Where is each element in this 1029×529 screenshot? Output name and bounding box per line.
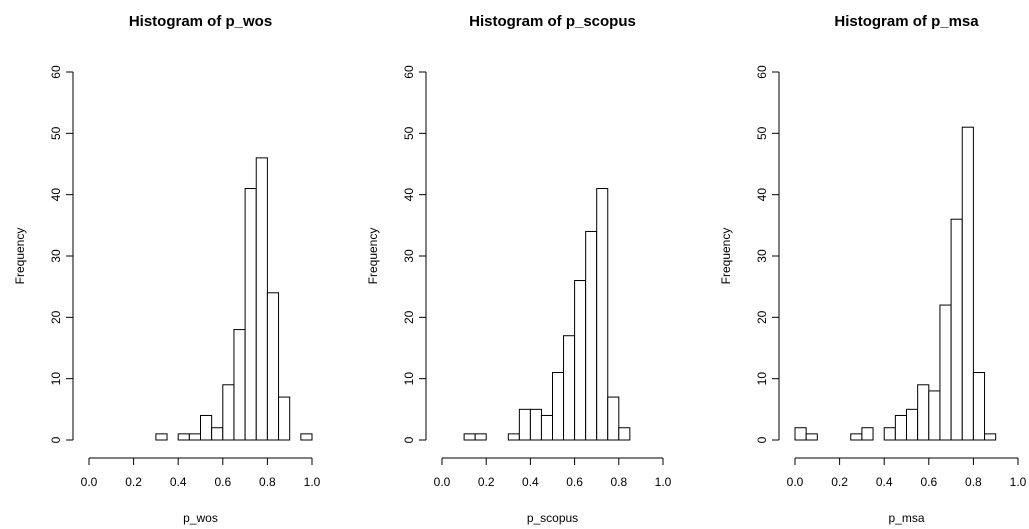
- histogram-bar: [563, 335, 576, 441]
- chart-title: Histogram of p_msa: [834, 13, 979, 30]
- histogram-bar: [596, 188, 609, 441]
- histogram-bar: [805, 433, 818, 441]
- histogram-bar: [474, 433, 487, 441]
- x-tick-label: 0.2: [831, 475, 848, 489]
- histogram-bar: [585, 230, 598, 441]
- histogram-bar: [507, 433, 520, 441]
- x-tick-label: 0.6: [920, 475, 937, 489]
- histogram-bar: [850, 433, 863, 441]
- x-tick-label: 0.8: [965, 475, 982, 489]
- histogram-bar: [861, 427, 874, 441]
- x-tick-label: 1.0: [304, 475, 321, 489]
- histogram-bar: [518, 408, 531, 441]
- x-tick-label: 0.2: [125, 475, 142, 489]
- histogram-bar: [950, 218, 963, 441]
- x-tick-label: 1.0: [1010, 475, 1027, 489]
- histogram-bar: [233, 329, 246, 441]
- x-axis-label: p_scopus: [527, 511, 578, 525]
- y-tick-label: 40: [49, 188, 63, 202]
- histogram-bar: [961, 126, 974, 441]
- y-tick-label: 50: [402, 126, 416, 140]
- y-tick-label: 0: [755, 436, 769, 443]
- y-tick-label: 40: [755, 188, 769, 202]
- y-tick-label: 60: [402, 65, 416, 79]
- histogram-bar: [906, 408, 919, 441]
- histogram-bar: [255, 157, 268, 441]
- histogram-bar: [540, 414, 554, 441]
- histogram-bar: [794, 427, 807, 441]
- histogram-bar: [300, 433, 313, 441]
- x-tick-label: 0.0: [787, 475, 804, 489]
- y-tick-label: 30: [49, 249, 63, 263]
- histogram-bar: [211, 427, 224, 441]
- y-axis-label: Frequency: [719, 228, 733, 285]
- y-tick-label: 50: [49, 126, 63, 140]
- histogram-bar: [883, 427, 896, 441]
- x-tick-label: 0.2: [478, 475, 495, 489]
- x-tick-label: 0.8: [610, 475, 627, 489]
- histogram-bar: [188, 433, 202, 441]
- histogram-bar: [222, 384, 235, 441]
- histogram-bar: [529, 408, 542, 441]
- y-tick-label: 40: [402, 188, 416, 202]
- histogram-bar: [984, 433, 997, 441]
- x-tick-label: 0.0: [434, 475, 451, 489]
- histogram-bar: [618, 427, 631, 441]
- y-tick-label: 20: [402, 310, 416, 324]
- x-tick-label: 0.4: [170, 475, 187, 489]
- histogram-bar: [928, 390, 941, 441]
- histogram-bar: [244, 188, 257, 441]
- y-tick-label: 20: [755, 310, 769, 324]
- histogram-bar: [552, 372, 565, 441]
- y-tick-label: 50: [755, 126, 769, 140]
- y-tick-label: 10: [402, 372, 416, 386]
- histogram-bar: [266, 292, 280, 441]
- histogram-bar: [917, 384, 930, 441]
- x-tick-label: 1.0: [655, 475, 672, 489]
- y-tick-label: 30: [402, 249, 416, 263]
- histogram-bar: [200, 414, 213, 441]
- x-tick-label: 0.4: [522, 475, 539, 489]
- y-axis-label: Frequency: [366, 228, 380, 285]
- y-tick-label: 0: [49, 436, 63, 443]
- y-tick-label: 60: [755, 65, 769, 79]
- y-tick-label: 10: [755, 372, 769, 386]
- histogram-bar: [463, 433, 476, 441]
- y-tick-label: 10: [49, 372, 63, 386]
- y-axis-label: Frequency: [13, 228, 27, 285]
- x-axis-label: p_wos: [183, 511, 218, 525]
- x-tick-label: 0.8: [259, 475, 276, 489]
- x-axis-label: p_msa: [888, 511, 924, 525]
- histogram-bar: [939, 304, 952, 441]
- histogram-bar: [278, 396, 291, 441]
- chart-title: Histogram of p_scopus: [469, 13, 636, 30]
- y-tick-label: 30: [755, 249, 769, 263]
- chart-title: Histogram of p_wos: [129, 13, 272, 30]
- x-tick-label: 0.6: [566, 475, 583, 489]
- y-tick-label: 60: [49, 65, 63, 79]
- x-tick-label: 0.4: [876, 475, 893, 489]
- y-tick-label: 20: [49, 310, 63, 324]
- x-tick-label: 0.0: [81, 475, 98, 489]
- histogram-bar: [607, 396, 620, 441]
- histogram-bar: [972, 372, 986, 441]
- histogram-bar: [574, 280, 587, 441]
- histogram-bar: [894, 414, 907, 441]
- y-tick-label: 0: [402, 436, 416, 443]
- histogram-bar: [177, 433, 190, 441]
- x-tick-label: 0.6: [214, 475, 231, 489]
- histogram-bar: [155, 433, 168, 441]
